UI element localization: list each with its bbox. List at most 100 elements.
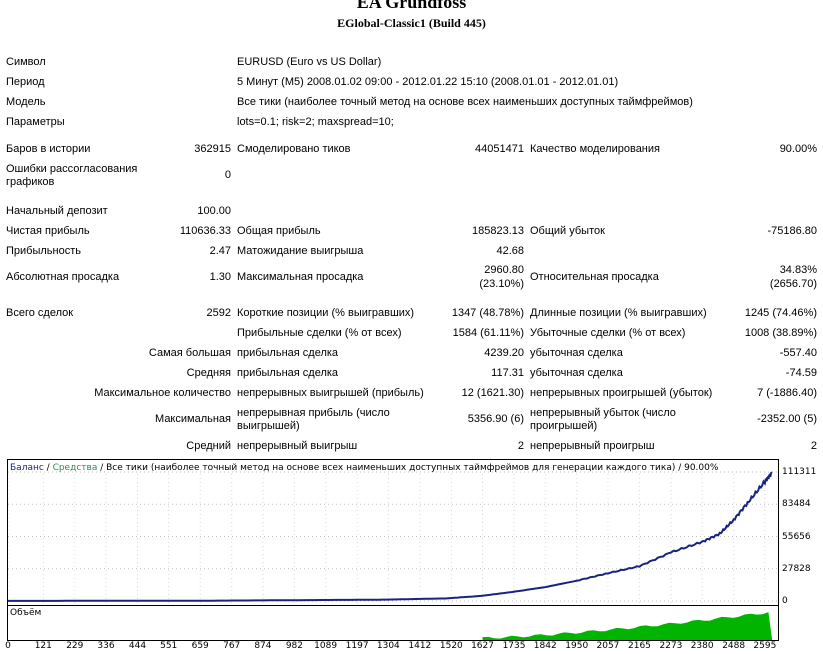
x-tick-label: 982 — [285, 641, 303, 651]
avg-consecutive-losses-label: непрерывный проигрыш — [530, 440, 655, 452]
average-loss-label: убыточная сделка — [530, 367, 623, 379]
profit-factor-value: 2.47 — [209, 245, 231, 257]
max-drawdown-percent: (23.10%) — [479, 278, 524, 290]
deposit-value: 100.00 — [197, 205, 231, 217]
ticks-label: Смоделировано тиков — [237, 143, 351, 155]
average-profit-value: 117.31 — [491, 367, 524, 379]
largest-profit-label: прибыльная сделка — [237, 347, 339, 359]
short-positions-label: Короткие позиции (% выигравших) — [237, 307, 415, 319]
volume-area — [482, 612, 773, 640]
x-tick-label: 1089 — [314, 641, 338, 651]
legend-description: / Все тики (наиболее точный метод на осн… — [97, 463, 719, 473]
x-tick-label: 0 — [5, 641, 11, 651]
deposit-label: Начальный депозит — [6, 205, 108, 217]
gross-loss-value: -75186.80 — [767, 225, 817, 237]
bars-label: Баров в истории — [6, 143, 91, 155]
balance-chart: Баланс / Средства / Все тики (наиболее т… — [7, 459, 779, 606]
x-tick-label: 2057 — [596, 641, 620, 651]
errors-value: 0 — [224, 169, 231, 181]
net-profit-value: 110636.33 — [179, 225, 231, 237]
maximal-loss-label: непрерывный убыток (число проигрышей) — [530, 407, 676, 432]
y-tick-label: 83484 — [782, 499, 811, 510]
profit-trades-label: Прибыльные сделки (% от всех) — [237, 327, 402, 339]
y-tick-label: 55656 — [782, 531, 811, 542]
x-tick-label: 229 — [66, 641, 84, 651]
max-count-losses-label: непрерывных проигрышей (убыток) — [530, 387, 713, 399]
legend-equity: Средства — [52, 463, 98, 473]
largest-profit-value: 4239.20 — [484, 347, 524, 359]
largest-label: Самая большая — [148, 347, 231, 359]
max-count-wins-label: непрерывных выигрышей (прибыль) — [237, 387, 424, 399]
profit-factor-label: Прибыльность — [6, 245, 81, 257]
avg-consecutive-label: Средний — [186, 440, 231, 452]
quality-value: 90.00% — [779, 143, 817, 155]
maximal-label: Максимальная — [155, 413, 231, 425]
net-profit-label: Чистая прибыль — [6, 225, 90, 237]
loss-trades-value: 1008 (38.89%) — [744, 327, 817, 339]
period-label: Период — [6, 76, 45, 88]
average-label: Средняя — [186, 367, 231, 379]
abs-drawdown-value: 1.30 — [209, 271, 231, 283]
params-value: lots=0.1; risk=2; maxspread=10; — [237, 116, 394, 128]
volume-label: Объём — [10, 608, 42, 618]
y-tick-label: 0 — [782, 596, 788, 606]
abs-drawdown-label: Абсолютная просадка — [6, 271, 120, 283]
gross-loss-label: Общий убыток — [530, 225, 605, 237]
gross-profit-value: 185823.13 — [472, 225, 524, 237]
params-label: Параметры — [6, 116, 65, 128]
max-count-label: Максимальное количество — [94, 387, 231, 399]
legend-balance: Баланс — [10, 463, 44, 473]
short-positions-value: 1347 (48.78%) — [451, 307, 524, 319]
gross-profit-label: Общая прибыль — [237, 225, 321, 237]
quality-label: Качество моделирования — [530, 143, 660, 155]
x-tick-label: 551 — [160, 641, 178, 651]
report-server: EGlobal-Classic1 (Build 445) — [337, 16, 486, 30]
x-tick-label: 1197 — [345, 641, 369, 651]
x-tick-label: 2380 — [690, 641, 714, 651]
symbol-value: EURUSD (Euro vs US Dollar) — [237, 56, 382, 68]
avg-consecutive-wins-label: непрерывный выигрыш — [237, 440, 358, 452]
period-value: 5 Минут (M5) 2008.01.02 09:00 - 2012.01.… — [237, 76, 619, 88]
maximal-profit-value: 5356.90 (6) — [467, 413, 524, 425]
avg-consecutive-wins-value: 2 — [517, 440, 524, 452]
largest-loss-label: убыточная сделка — [530, 347, 623, 359]
x-tick-label: 1627 — [471, 641, 494, 651]
max-count-wins-value: 12 (1621.30) — [461, 387, 524, 399]
x-tick-label: 767 — [223, 641, 241, 651]
x-tick-label: 874 — [254, 641, 272, 651]
largest-loss-value: -557.40 — [779, 347, 817, 359]
balance-chart-svg — [8, 471, 778, 605]
x-tick-label: 1842 — [533, 641, 557, 651]
profit-trades-value: 1584 (61.11%) — [452, 327, 524, 339]
max-drawdown-value: 2960.80 — [484, 264, 524, 276]
chart-legend: Баланс / Средства / Все тики (наиболее т… — [10, 463, 718, 474]
rel-drawdown-label: Относительная просадка — [530, 271, 659, 283]
max-count-losses-value: 7 (-1886.40) — [757, 387, 817, 399]
symbol-label: Символ — [6, 56, 46, 68]
rel-drawdown-value: (2656.70) — [769, 278, 817, 290]
bars-value: 362915 — [194, 143, 231, 155]
y-tick-label: 111311 — [782, 467, 817, 477]
model-label: Модель — [6, 96, 46, 108]
total-trades-value: 2592 — [206, 307, 231, 319]
legend-sep: / — [43, 463, 53, 473]
x-tick-label: 336 — [97, 641, 115, 651]
x-tick-label: 659 — [191, 641, 209, 651]
rel-drawdown-percent: 34.83% — [779, 264, 817, 276]
errors-label: Ошибки рассогласования графиков — [6, 163, 138, 188]
long-positions-label: Длинные позиции (% выигравших) — [530, 307, 707, 319]
x-tick-label: 1950 — [565, 641, 589, 651]
x-tick-label: 1304 — [376, 641, 400, 651]
maximal-profit-label: непрерывная прибыль (число выигрышей) — [237, 407, 390, 432]
total-trades-label: Всего сделок — [6, 307, 74, 319]
ticks-value: 44051471 — [475, 143, 524, 155]
payoff-value: 42.68 — [496, 245, 524, 257]
x-tick-label: 121 — [34, 641, 52, 651]
payoff-label: Матожидание выигрыша — [237, 245, 364, 257]
average-loss-value: -74.59 — [785, 367, 817, 379]
x-tick-label: 1520 — [439, 641, 463, 651]
long-positions-value: 1245 (74.46%) — [744, 307, 817, 319]
x-tick-label: 1735 — [502, 641, 526, 651]
x-tick-label: 2273 — [659, 641, 683, 651]
x-tick-label: 2488 — [722, 641, 746, 651]
